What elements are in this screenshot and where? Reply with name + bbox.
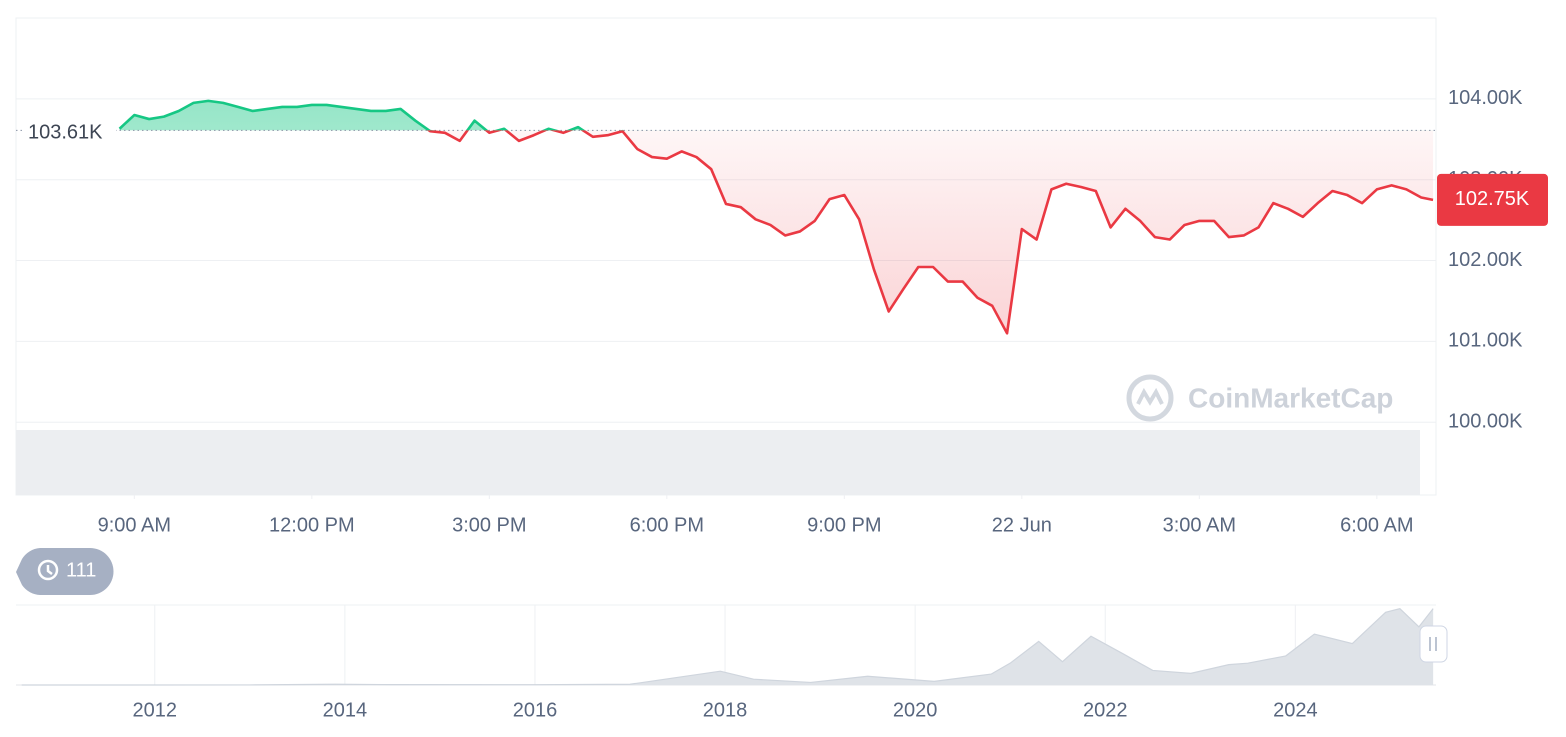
x-tick-label: 2014 bbox=[323, 699, 368, 721]
x-tick-label: 2018 bbox=[703, 699, 748, 721]
history-count[interactable]: 111 bbox=[66, 559, 96, 581]
x-tick-label: 2022 bbox=[1083, 699, 1128, 721]
x-tick-label: 2016 bbox=[513, 699, 558, 721]
reference-label-bg bbox=[22, 117, 116, 144]
x-tick-label: 2024 bbox=[1273, 699, 1318, 721]
x-tick-label: 2020 bbox=[893, 699, 938, 721]
x-tick-label: 12:00 PM bbox=[269, 514, 355, 536]
plot-frame bbox=[15, 17, 1437, 496]
last-price-badge bbox=[1437, 173, 1548, 226]
watermark-text: CoinMarketCap bbox=[1188, 382, 1393, 413]
x-tick-label: 9:00 AM bbox=[98, 514, 171, 536]
watermark: CoinMarketCap bbox=[1126, 374, 1393, 422]
x-tick-label: 22 Jun bbox=[992, 514, 1052, 536]
area-down bbox=[119, 130, 1434, 334]
x-tick-label: 3:00 PM bbox=[452, 514, 526, 536]
navigator-line bbox=[21, 607, 1434, 686]
area-up bbox=[119, 100, 584, 131]
x-tick-label: 2012 bbox=[133, 699, 178, 721]
y-tick-label: 102.00K bbox=[1448, 249, 1523, 271]
y-tick-label: 100.00K bbox=[1448, 411, 1523, 433]
y-tick-label: 101.00K bbox=[1448, 330, 1523, 352]
reference-label: 103.61K bbox=[28, 122, 103, 144]
x-tick-label: 3:00 AM bbox=[1163, 514, 1236, 536]
last-price-label: 102.75K bbox=[1455, 188, 1530, 210]
y-tick-label: 104.00K bbox=[1448, 87, 1523, 109]
price-line-up bbox=[118, 99, 624, 131]
navigator-area bbox=[21, 608, 1434, 685]
x-tick-label: 6:00 PM bbox=[630, 514, 704, 536]
x-tick-label: 9:00 PM bbox=[807, 514, 881, 536]
price-line-down bbox=[426, 130, 1434, 335]
history-badge[interactable]: 111 bbox=[16, 548, 114, 595]
volume-band bbox=[16, 430, 1420, 495]
navigator: 2012 2014 2016 2018 2020 2022 2024 bbox=[21, 605, 1434, 721]
main-chart: 100.00K101.00K102.00K103.00K104.00K9:00 … bbox=[16, 87, 1548, 536]
x-tick-label: 6:00 AM bbox=[1340, 514, 1413, 536]
navigator-handle[interactable] bbox=[1419, 625, 1448, 663]
